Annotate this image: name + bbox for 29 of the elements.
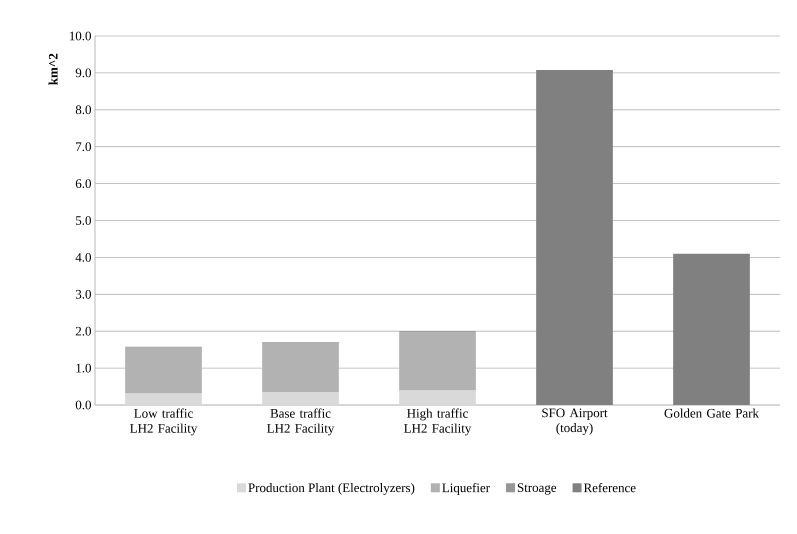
y-tick-label: 5.0 — [76, 216, 91, 225]
y-tick-label: 6.0 — [76, 179, 91, 188]
legend-label: Liquefier — [442, 482, 490, 495]
y-tick-label: 8.0 — [76, 105, 91, 114]
bar — [125, 393, 202, 405]
bar — [125, 347, 202, 394]
x-tick-label: High traffic LH2 Facility — [404, 408, 472, 436]
bar — [262, 343, 339, 392]
bar — [262, 392, 339, 405]
y-tick-label: 9.0 — [76, 68, 91, 78]
legend-label: Reference — [584, 482, 636, 492]
x-tick-label: SFO Airport (today) — [542, 408, 608, 435]
y-tick-label: 1.0 — [76, 364, 91, 373]
y-tick-label: 0.0 — [76, 400, 91, 410]
bar — [673, 254, 750, 405]
y-tick-label: 3.0 — [76, 290, 91, 299]
bar — [399, 390, 476, 405]
x-tick-label: Golden Gate Park — [664, 408, 759, 418]
y-tick-label: 2.0 — [76, 326, 91, 336]
x-tick-label: Low traffic LH2 Facility — [130, 408, 198, 436]
bar — [399, 332, 476, 390]
legend-label: Production Plant (Electrolyzers) — [248, 483, 414, 495]
legend-label: Stroage — [518, 483, 556, 495]
bar — [536, 70, 613, 405]
y-tick-label: 4.0 — [76, 253, 91, 262]
y-tick-label: 10.0 — [70, 32, 91, 40]
y-tick-label: 7.0 — [76, 142, 91, 152]
y-axis-title: km^2 — [48, 54, 58, 85]
x-tick-label: Base traffic LH2 Facility — [267, 408, 334, 436]
